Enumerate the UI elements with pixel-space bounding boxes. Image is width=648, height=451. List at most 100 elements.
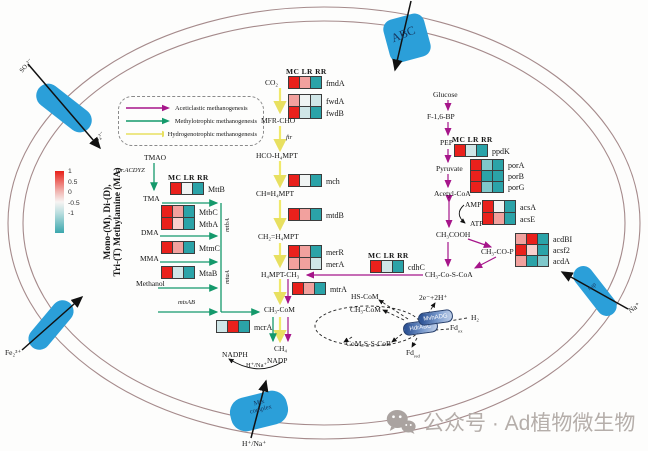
legend-item-hydrogenotrophic: Hydrogenotrophic methanogenesis (125, 130, 257, 138)
node-tmao: TMAO (144, 153, 167, 162)
heatmap-cdhC: MC LR RR cdhC (368, 251, 425, 273)
node-h-na: H⁺/Na⁺ (246, 362, 267, 369)
node-amp: AMP (465, 200, 482, 209)
node-acetyl-coa: Acetyl-CoA (434, 189, 471, 198)
gene-label-MttB: MttB (208, 184, 225, 194)
watermark: 公众号 · Ad植物微生物 (386, 407, 635, 437)
node-ch-h4mpt: CH≡H₄MPT (256, 189, 295, 198)
h-na-bottom-label: H⁺/Na⁺ (242, 439, 267, 448)
heatmap-acdBI: acdBI acsf2 acdA (515, 233, 572, 267)
heatmap-row-merA: merA (288, 257, 344, 270)
node-tma: TMA (143, 194, 160, 203)
gene-label-MtbA: MtbA (199, 219, 219, 229)
scale-tick: -1 (68, 210, 75, 218)
node-co2: CO₂ (265, 78, 279, 87)
node-ch3-com: CH₃-CoM (264, 305, 295, 314)
heatmap-cell (504, 212, 516, 225)
na-label: Na⁺ (626, 300, 642, 315)
heatmap-ppdK: MC LR RR ppdK (452, 135, 510, 157)
so4-outside-label: SO₄²⁻ (18, 57, 35, 75)
node-ch3cooh: CH₃COOH (436, 230, 471, 239)
node-ch3-com-cycle: CH₃-CoM (350, 305, 381, 314)
heatmap-sample-header: MC LR RR (286, 67, 327, 76)
fe-label: Fe₂³⁺ (5, 348, 22, 357)
gene-label-fmdA: fmdA (326, 78, 345, 88)
nap-transporter-label: nap (587, 281, 598, 293)
gene-label-porB: porB (508, 172, 524, 181)
legend-label: Aceticlastic methanogenesis (175, 104, 248, 112)
heatmap-row-mtrA: mtrA (292, 282, 347, 295)
heatmap-row-fwdB: fwdB (288, 106, 344, 119)
scale-tick: 1 (68, 168, 72, 175)
color-scale-gradient (55, 171, 64, 233)
methylamine-axis-label: Mono-(M), Di-(D), Tri-(T) Methylamine (M… (103, 167, 123, 277)
node-methanol: Methanol (136, 279, 165, 288)
so4-import-arrow (27, 63, 101, 150)
node-hs-com: HS-CoM (351, 292, 379, 301)
node-atp: ATP (470, 219, 484, 228)
arrow-label-mtaa: mtaA (224, 270, 231, 284)
heatmap-row-cdhC: cdhC (370, 260, 425, 273)
heatmap-row-acsE: acsE (482, 212, 536, 225)
arrow-label-mtsab: mtsAB (178, 299, 195, 306)
gene-label-acsE: acsE (520, 214, 536, 224)
arrow-label-mtba: mtbA (224, 218, 231, 232)
node-ch3-co-s-coa: CH₃-Co-S-CoA (425, 270, 473, 279)
arrow-label-tor: tor.ACDYZ (116, 167, 145, 174)
gene-label-MtmC: MtmC (199, 243, 220, 253)
node-fd-ox: Fdox (450, 323, 463, 334)
node-ch4: CH₄ (274, 344, 288, 353)
node-pep: PEP (440, 138, 453, 147)
heatmap-row-MttB: MttB (170, 182, 225, 195)
gene-label-mtdB: mtdB (326, 210, 344, 220)
node-pyruvate: Pyruvate (436, 164, 463, 173)
scale-tick: 0.5 (68, 178, 78, 186)
heatmap-cell (476, 144, 488, 157)
gene-label-acsA: acsA (520, 202, 536, 212)
heatmap-cell (492, 181, 504, 193)
node-mfr-cho: MFR-CHO (261, 116, 296, 125)
heatmap-row-fmdA: fmdA (288, 76, 345, 89)
heatmap-row-MtaB: MtaB (161, 266, 218, 279)
node-nadp: NADP (267, 356, 288, 365)
gene-label-MtbC: MtbC (199, 207, 218, 217)
node-f16bp: F-1,6-BP (427, 112, 455, 121)
heatmap-sample-header: MC LR RR (452, 135, 493, 144)
gene-label-merR: merR (326, 247, 344, 257)
gene-label-MtaB: MtaB (199, 268, 218, 278)
heatmap-MttB: MC LR RR MttB (168, 173, 225, 195)
heatmap-row-acdA: acdA (515, 255, 572, 267)
heatmap-porA: porA porB porG (470, 159, 524, 193)
gene-label-mcrA: mcrA (254, 322, 273, 332)
fe-transporter (28, 300, 74, 350)
legend-label: Methylotrophic methanogenesis (174, 117, 257, 125)
heatmap-cell (314, 282, 326, 295)
gene-label-ppdK: ppdK (492, 146, 510, 156)
heatmap-MtmC: MtmC (161, 241, 220, 254)
gene-label-acsf2: acsf2 (553, 246, 570, 255)
node-dma: DMA (141, 228, 159, 237)
node-nadph: NADPH (222, 350, 248, 359)
gene-label-mtrA: mtrA (330, 284, 347, 294)
heatmap-row-ppdK: ppdK (454, 144, 510, 157)
gene-label-mch: mch (326, 176, 340, 186)
legend-item-aceticlastic: Aceticlastic methanogenesis (125, 104, 257, 112)
methylotrophic-arrow-icon (126, 117, 170, 125)
heatmap-cell (192, 182, 204, 195)
heatmap-MtbC: MtbC MtbA (161, 205, 219, 230)
heatmap-cell (183, 241, 195, 254)
hydrogenotrophic-arrow-icon (126, 130, 164, 138)
heatmap-fmdA: MC LR RR fmdA (286, 67, 345, 89)
heatmap-cell (310, 257, 322, 270)
heatmap-mtrA: mtrA (292, 282, 347, 295)
so4-transporter (36, 83, 92, 133)
node-mma: MMA (140, 254, 159, 263)
gene-label-fwdB: fwdB (326, 108, 344, 118)
node-ch2-h4mpt: CH₂=H₄MPT (258, 232, 299, 241)
wechat-icon (386, 410, 416, 434)
na-import-arrow (560, 271, 629, 310)
nap-transporter (573, 266, 617, 316)
watermark-text: 公众号 · Ad植物微生物 (423, 412, 636, 435)
heatmap-mch: mch (288, 174, 340, 187)
